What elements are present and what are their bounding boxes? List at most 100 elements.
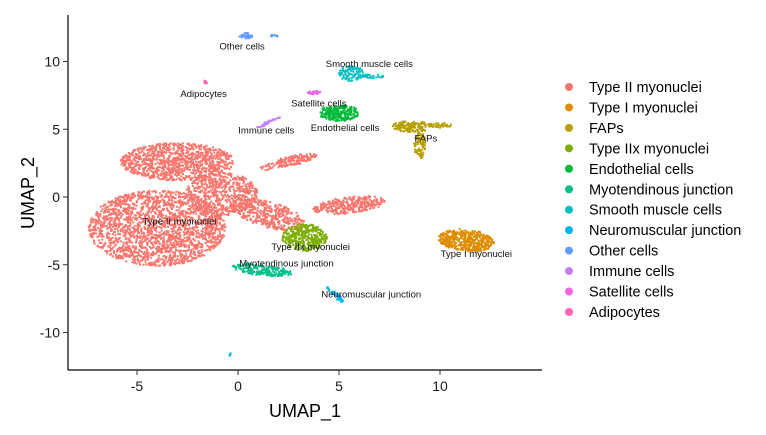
point bbox=[185, 188, 188, 191]
point bbox=[341, 206, 343, 209]
point bbox=[162, 151, 165, 154]
point bbox=[109, 249, 112, 252]
point bbox=[270, 218, 273, 221]
point bbox=[146, 148, 149, 151]
point bbox=[210, 181, 212, 184]
point bbox=[232, 209, 235, 212]
point bbox=[96, 221, 99, 224]
point bbox=[240, 205, 243, 208]
point bbox=[133, 214, 136, 217]
point bbox=[190, 195, 193, 198]
point bbox=[190, 156, 193, 159]
point bbox=[169, 219, 172, 222]
point bbox=[245, 190, 248, 193]
point bbox=[327, 206, 330, 209]
point bbox=[152, 205, 155, 208]
point bbox=[259, 209, 262, 212]
point bbox=[214, 189, 217, 192]
point bbox=[218, 201, 221, 204]
point bbox=[128, 239, 131, 242]
point bbox=[126, 196, 128, 199]
point bbox=[453, 236, 456, 239]
point bbox=[248, 209, 251, 212]
point bbox=[379, 203, 382, 206]
point bbox=[128, 156, 131, 159]
point bbox=[211, 188, 214, 191]
point bbox=[314, 210, 317, 213]
point bbox=[135, 200, 138, 203]
point bbox=[464, 241, 467, 244]
point bbox=[236, 196, 239, 199]
point bbox=[226, 164, 229, 167]
point bbox=[400, 125, 402, 128]
point bbox=[151, 144, 154, 147]
point bbox=[285, 206, 288, 209]
point bbox=[209, 202, 212, 204]
point bbox=[94, 221, 97, 224]
point bbox=[168, 160, 171, 163]
point bbox=[380, 201, 383, 204]
point bbox=[137, 156, 140, 159]
point bbox=[330, 209, 333, 212]
point bbox=[198, 173, 201, 176]
point bbox=[223, 223, 226, 226]
point bbox=[198, 221, 201, 224]
point bbox=[464, 239, 467, 242]
point bbox=[251, 205, 254, 208]
point bbox=[156, 155, 159, 158]
point bbox=[276, 226, 279, 229]
point bbox=[227, 207, 230, 210]
point bbox=[176, 159, 179, 162]
point bbox=[480, 234, 483, 237]
point bbox=[274, 226, 277, 229]
point bbox=[207, 190, 210, 193]
point bbox=[201, 189, 204, 192]
point bbox=[476, 246, 478, 248]
point bbox=[138, 224, 141, 227]
point bbox=[182, 215, 185, 218]
point bbox=[162, 147, 165, 149]
point bbox=[208, 176, 211, 179]
point bbox=[132, 166, 135, 169]
point bbox=[206, 221, 209, 224]
point bbox=[100, 221, 103, 224]
point bbox=[195, 207, 198, 210]
point bbox=[213, 219, 216, 222]
point bbox=[269, 222, 272, 225]
point bbox=[115, 225, 118, 228]
point bbox=[409, 130, 412, 133]
point bbox=[227, 212, 230, 215]
point bbox=[451, 235, 454, 238]
point bbox=[99, 246, 102, 249]
point bbox=[255, 220, 257, 223]
point bbox=[275, 208, 278, 211]
point bbox=[410, 126, 413, 129]
point bbox=[254, 191, 257, 194]
point bbox=[342, 204, 345, 207]
point bbox=[206, 244, 209, 247]
point bbox=[148, 231, 151, 234]
point bbox=[206, 191, 209, 194]
point bbox=[146, 170, 148, 172]
point bbox=[477, 239, 480, 242]
point bbox=[250, 194, 253, 197]
point bbox=[241, 209, 244, 212]
point bbox=[262, 214, 264, 217]
point bbox=[315, 154, 318, 157]
point bbox=[225, 155, 228, 157]
point bbox=[163, 190, 166, 193]
point bbox=[217, 158, 220, 161]
point bbox=[149, 229, 152, 232]
point bbox=[226, 173, 229, 176]
point bbox=[333, 213, 336, 215]
point bbox=[223, 150, 226, 153]
point bbox=[490, 242, 492, 245]
point bbox=[124, 155, 127, 158]
point bbox=[162, 239, 165, 242]
point bbox=[210, 209, 213, 212]
point bbox=[135, 214, 138, 217]
point bbox=[151, 161, 154, 164]
point bbox=[176, 237, 179, 239]
point bbox=[186, 194, 189, 197]
point bbox=[148, 148, 150, 151]
